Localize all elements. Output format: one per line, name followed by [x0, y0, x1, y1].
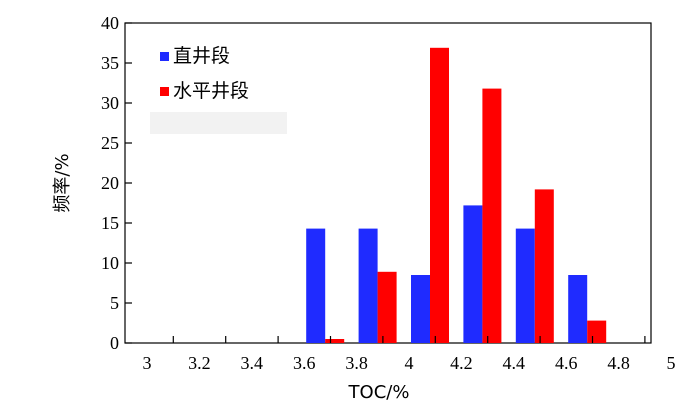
bar-horizontal-section: [587, 320, 607, 343]
x-tick-label: 3.6: [293, 353, 316, 373]
x-tick-label: 3.8: [345, 353, 368, 373]
y-axis-ticks: 0 5 10 15 20 25 30 35 40: [101, 13, 132, 353]
x-tick-label: 3.4: [241, 353, 264, 373]
y-tick-label: 10: [101, 253, 119, 273]
legend-label: 直井段: [173, 45, 230, 67]
x-axis-ticks: 3 3.2 3.4 3.6 3.8 4 4.2 4.4 4.6 4.8 5: [143, 336, 676, 373]
plot-area: 0 5 10 15 20 25 30 35 40 3 3.2 3.4 3.6 3.8 4 4.2 4.4 4.6…: [101, 13, 676, 373]
bar-horizontal-section: [325, 339, 345, 343]
x-tick-label: 3.2: [188, 353, 211, 373]
y-tick-label: 15: [101, 213, 119, 233]
bar-horizontal-section: [430, 47, 449, 344]
y-tick-label: 35: [101, 53, 119, 73]
bar-vertical-section: [411, 275, 430, 343]
x-tick-label: 4.2: [450, 353, 473, 373]
x-tick-label: 4.8: [607, 353, 630, 373]
bar-horizontal-section: [534, 189, 554, 343]
legend-swatch: [160, 52, 169, 61]
y-tick-label: 25: [101, 133, 119, 153]
y-tick-label: 40: [101, 13, 119, 33]
x-tick-label: 4.4: [503, 353, 526, 373]
x-tick-label: 4: [405, 353, 414, 373]
legend-background: [150, 112, 287, 134]
bars-group: [306, 47, 607, 344]
bar-vertical-section: [515, 228, 535, 343]
bar-vertical-section: [306, 228, 326, 343]
legend-label: 水平井段: [173, 80, 249, 102]
x-tick-label: 5: [667, 353, 676, 373]
y-tick-label: 0: [110, 333, 119, 353]
x-tick-label: 3: [143, 353, 152, 373]
x-tick-label: 4.6: [555, 353, 578, 373]
y-axis-title: 频率/%: [52, 153, 73, 212]
legend-swatch: [160, 87, 169, 96]
bar-horizontal-section: [482, 88, 502, 343]
y-tick-label: 5: [110, 293, 119, 313]
y-tick-label: 20: [101, 173, 119, 193]
bar-horizontal-section: [377, 271, 397, 343]
bar-vertical-section: [568, 275, 588, 343]
bar-vertical-section: [463, 205, 483, 343]
bar-vertical-section: [358, 228, 378, 343]
y-tick-label: 30: [101, 93, 119, 113]
x-axis-title: TOC/%: [348, 382, 410, 403]
